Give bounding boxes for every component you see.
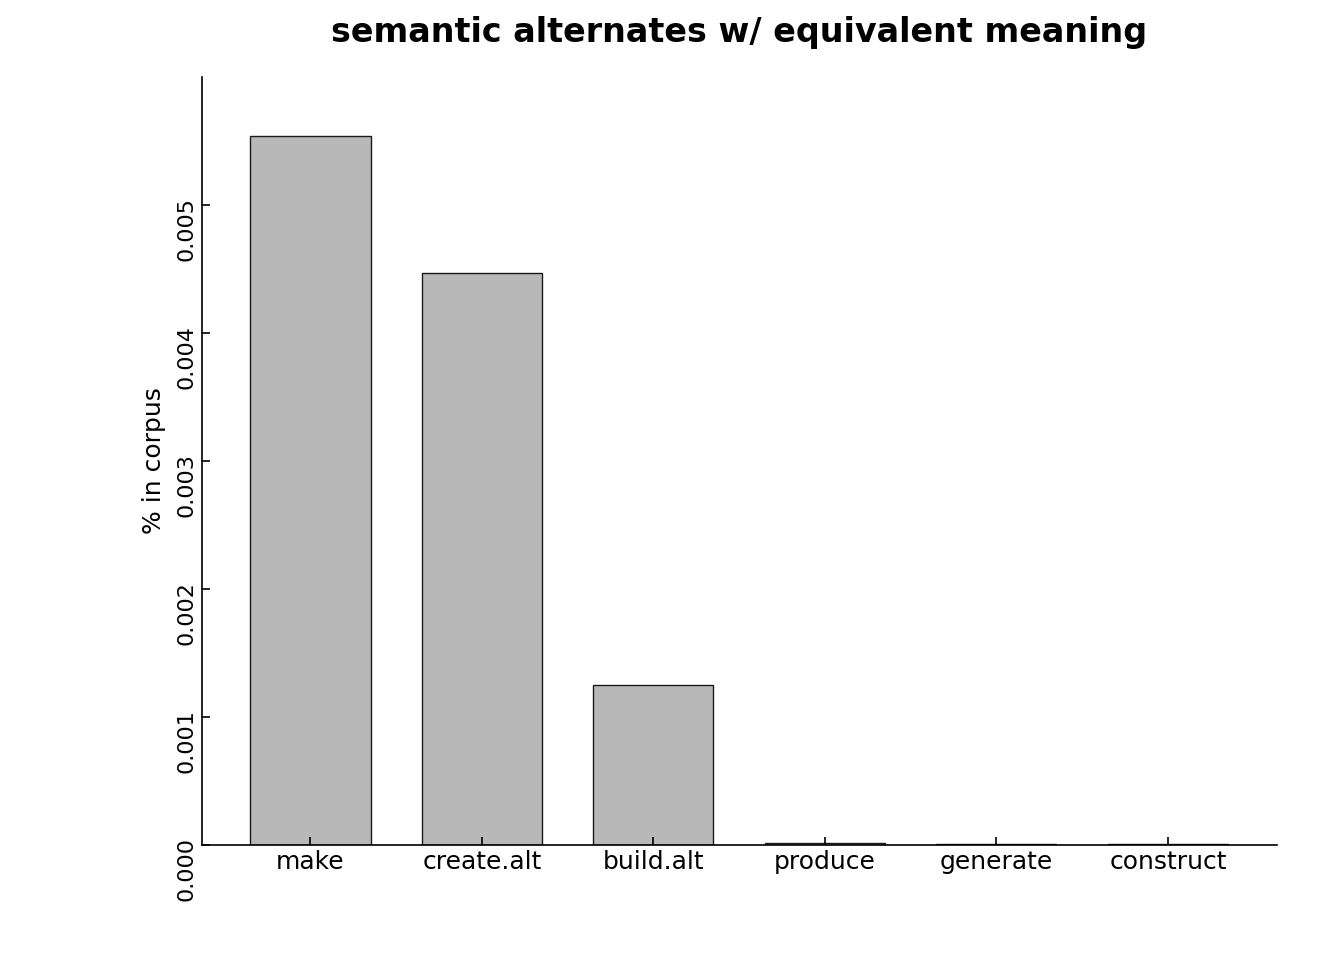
Title: semantic alternates w/ equivalent meaning: semantic alternates w/ equivalent meanin… <box>331 16 1148 49</box>
Bar <box>594 684 714 845</box>
Bar <box>765 843 884 845</box>
Bar <box>422 273 542 845</box>
Bar <box>250 135 371 845</box>
Bar <box>937 844 1056 845</box>
Bar <box>1107 844 1228 845</box>
Y-axis label: % in corpus: % in corpus <box>141 388 165 534</box>
